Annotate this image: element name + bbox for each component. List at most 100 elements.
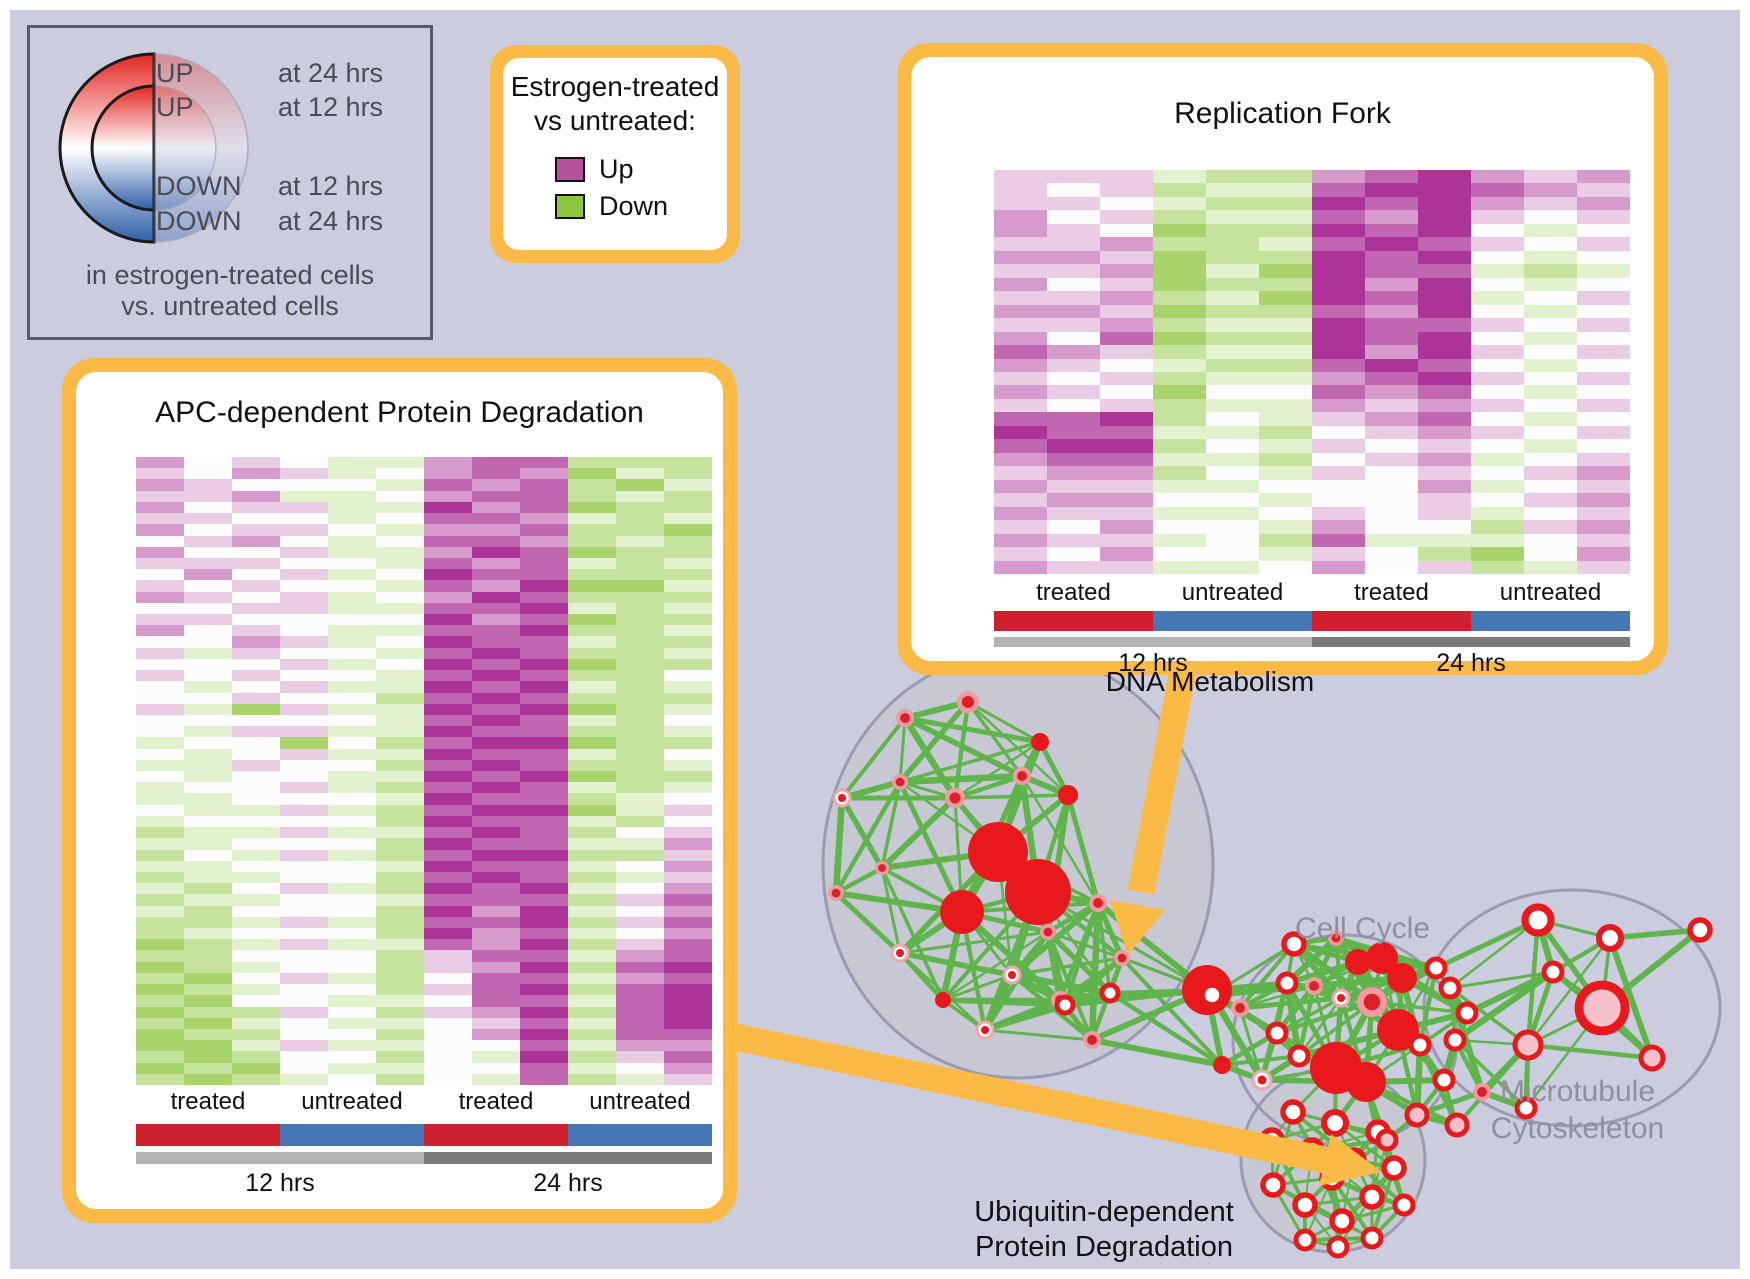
heatmap-cell [1047,183,1100,197]
heatmap-cell [1047,237,1100,251]
heatmap-cell [1259,331,1312,346]
heatmap-cell [424,1062,472,1074]
heatmap-cell [1524,452,1577,467]
heatmap-cell [520,748,568,760]
heatmap-cell [472,681,520,693]
heatmap-cell [376,714,424,727]
heatmap-cell [1418,412,1471,426]
heatmap-cell [424,838,472,850]
heatmap-cell [376,916,424,928]
heatmap-cell [136,804,184,816]
heatmap-cell [568,1073,616,1085]
heatmap-cell [184,871,232,884]
heatmap-cell [1206,466,1259,480]
heatmap-cell [520,647,568,659]
network-node-dot-core [1257,1075,1267,1085]
updown-time-label: at 12 hrs [278,92,384,122]
heatmap-cell [520,782,568,794]
heatmap-cell [424,871,472,884]
heatmap-cell [232,748,280,760]
heatmap-cell [520,591,568,603]
heatmap-cell [1312,196,1365,211]
heatmap-cell [1365,385,1418,399]
heatmap-cell [1471,291,1524,305]
heatmap-cell [184,692,232,704]
heatmap-cell [1153,170,1206,184]
heatmap-cell [1047,196,1100,211]
heatmap-cell [994,547,1047,561]
heatmap-cell [472,591,520,603]
heatmap-cell [664,681,712,693]
heatmap-cell [568,1051,616,1063]
heatmap-cell [232,860,280,872]
heatmap-cell [328,883,376,895]
heatmap-cell [1418,533,1471,548]
heatmap-cell [232,827,280,839]
heatmap-cell [232,916,280,928]
heatmap-cell [328,759,376,771]
network-node-ring [1287,1044,1311,1068]
heatmap-cell [1418,506,1471,521]
heatmap-cell [520,636,568,648]
heatmap-cell [1153,331,1206,346]
heatmap-cell [616,703,664,715]
heatmap-cell [1418,183,1471,197]
heatmap-cell [472,501,520,514]
heatmap-cell [616,1062,664,1074]
heatmap-cell [1206,210,1259,224]
heatmap-cell [472,1028,520,1041]
heatmap-cell [1418,304,1471,319]
network-node-pink-core [1309,981,1319,991]
network-node-ring [1392,1193,1416,1217]
heatmap-cell [1100,412,1153,426]
heatmap-cell [376,569,424,581]
network-node-pink-core [1477,1087,1487,1097]
heatmap-cell [1312,170,1365,184]
heatmap-cell [994,439,1047,453]
network-node-pink-core [878,864,886,872]
heatmap-cell [1365,264,1418,278]
heatmap-cell [376,636,424,648]
heatmap-cell [664,703,712,715]
heatmap-cell [376,1051,424,1063]
heatmap-cell [664,468,712,480]
heatmap-cell [568,468,616,480]
heatmap-cell [1312,371,1365,386]
network-edge [1448,986,1530,1047]
heatmap-cell [1153,183,1206,197]
heatmap-cell [520,670,568,682]
heatmap-cell [1206,385,1259,399]
heatmap-cell [1206,304,1259,319]
heatmap-cell [232,771,280,783]
heatmap-cell [1577,264,1630,278]
heatmap-cell [1312,520,1365,534]
heatmap-cell [328,771,376,783]
heatmap-cell [184,546,232,558]
heatmap-cell [664,602,712,614]
network-node-ring [1326,1235,1350,1259]
heatmap-cell [376,860,424,872]
inner-ring-right-half [153,85,217,211]
heatmap-cell [136,759,184,771]
heatmap-cell [280,591,328,603]
heatmap-cell [664,916,712,928]
network-node-ring [1292,1192,1318,1218]
heatmap-cell [424,681,472,693]
heatmap-cell [664,928,712,940]
heatmap-cell [232,692,280,704]
rf-title: Replication Fork [1174,97,1391,130]
heatmap-cell [280,681,328,693]
heatmap-cell [568,737,616,749]
heatmap-cell [616,591,664,603]
heatmap-cell [520,501,568,514]
heatmap-cell [136,726,184,738]
heatmap-cell [136,905,184,917]
heatmap-cell [1471,304,1524,319]
heatmap-cell [328,670,376,682]
rf-treatment-bar [994,611,1630,631]
heatmap-cell [472,871,520,884]
heatmap-cell [280,950,328,962]
heatmap-cell [376,647,424,659]
heatmap-cell [1577,506,1630,521]
heatmap-cell [1524,506,1577,521]
